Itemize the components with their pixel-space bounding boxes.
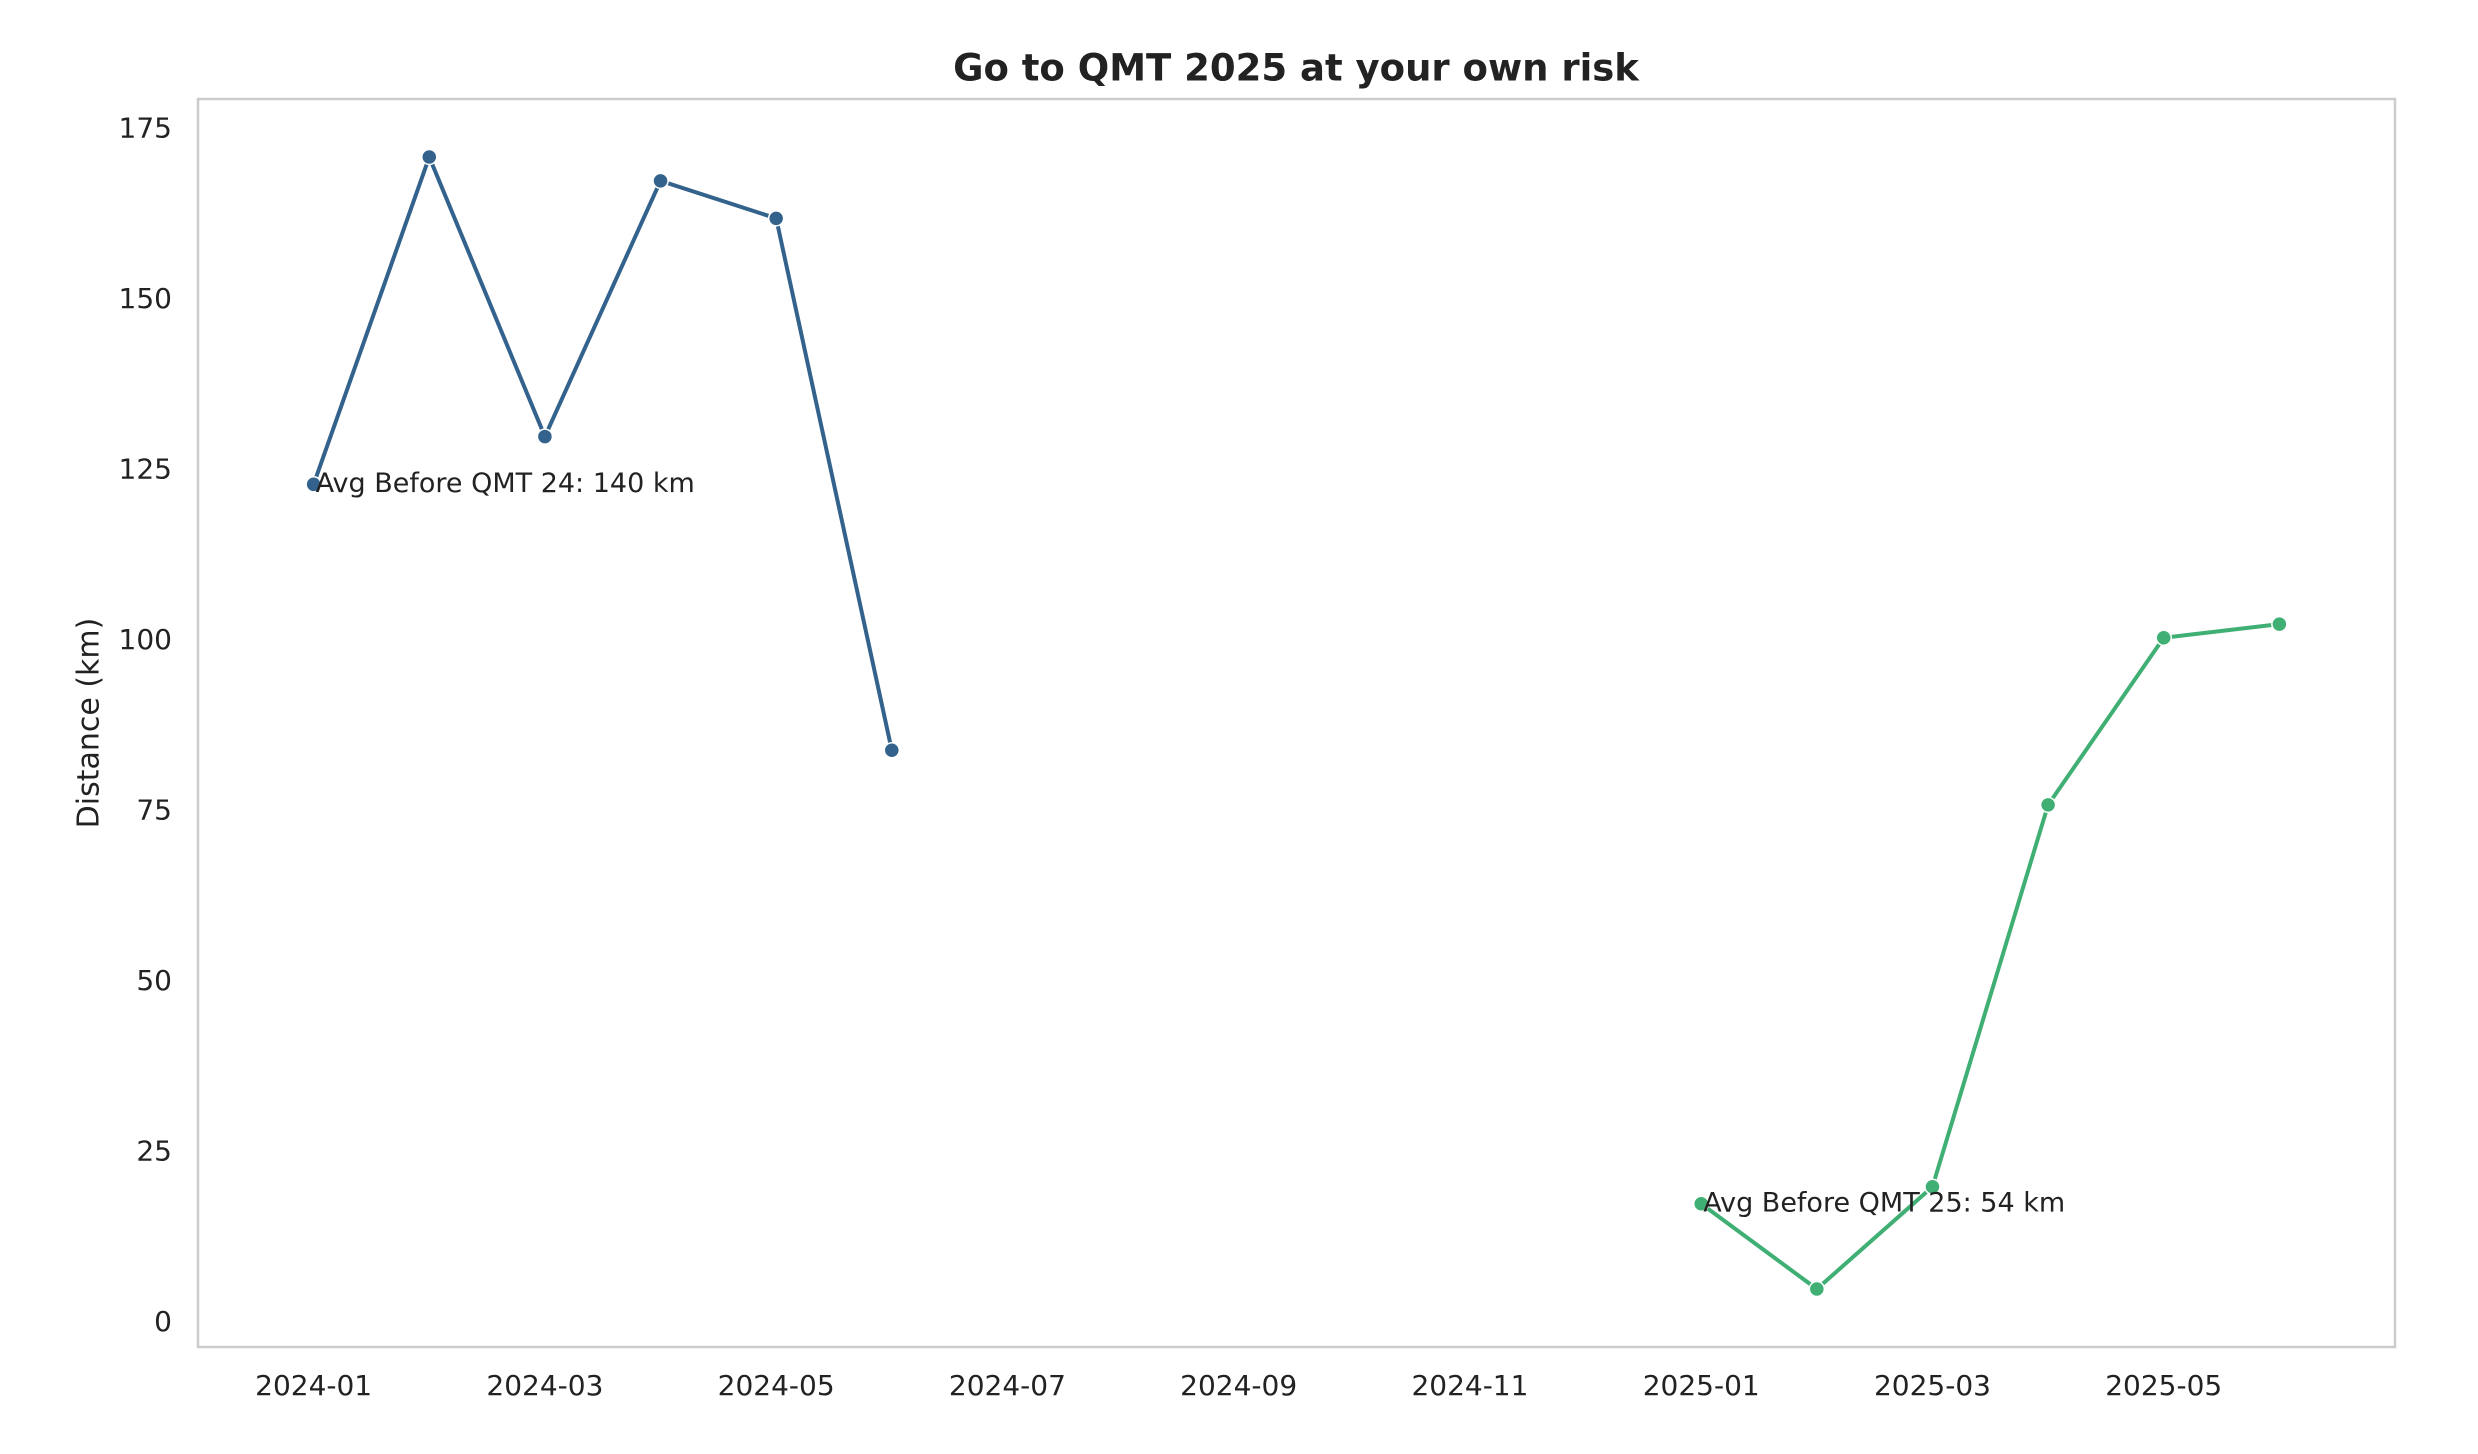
data-point — [421, 148, 438, 166]
y-tick-label: 125 — [119, 453, 172, 486]
x-tick-label: 2024-09 — [1180, 1369, 1297, 1402]
data-point — [2271, 615, 2288, 633]
data-point — [883, 742, 901, 759]
annotation: Avg Before QMT 24: 140 km — [316, 468, 695, 499]
y-tick-label: 25 — [136, 1135, 172, 1168]
data-point — [536, 428, 554, 445]
series-line — [311, 151, 894, 751]
data-point — [767, 210, 785, 227]
x-tick-label: 2024-05 — [718, 1369, 835, 1402]
y-axis-label: Distance (km) — [72, 618, 107, 829]
data-point — [2155, 629, 2172, 647]
x-tick-label: 2024-03 — [486, 1369, 603, 1402]
x-tick-label: 2025-05 — [2105, 1369, 2222, 1402]
data-point — [652, 172, 669, 190]
x-tick-label: 2024-01 — [255, 1369, 372, 1402]
annotation: Avg Before QMT 25: 54 km — [1703, 1187, 2065, 1218]
x-tick-label: 2024-11 — [1411, 1369, 1528, 1402]
x-tick-label: 2025-01 — [1643, 1369, 1760, 1402]
data-point — [1692, 1195, 1710, 1213]
x-tick-label: 2024-07 — [949, 1369, 1066, 1402]
series-line — [1700, 622, 2280, 1292]
x-tick-label: 2025-03 — [1874, 1369, 1991, 1402]
plot-frame — [196, 97, 2397, 1349]
y-tick-label: 0 — [154, 1305, 172, 1338]
y-tick-label: 175 — [119, 112, 172, 145]
y-tick-label: 150 — [119, 282, 172, 315]
y-tick-label: 50 — [136, 964, 172, 997]
chart-title: Go to QMT 2025 at your own risk — [953, 47, 1640, 90]
data-point — [1808, 1280, 1826, 1298]
data-point — [1924, 1178, 1941, 1195]
data-point — [2039, 796, 2057, 814]
y-tick-label: 100 — [119, 623, 172, 656]
data-point — [305, 476, 322, 493]
y-tick-label: 75 — [136, 794, 172, 827]
